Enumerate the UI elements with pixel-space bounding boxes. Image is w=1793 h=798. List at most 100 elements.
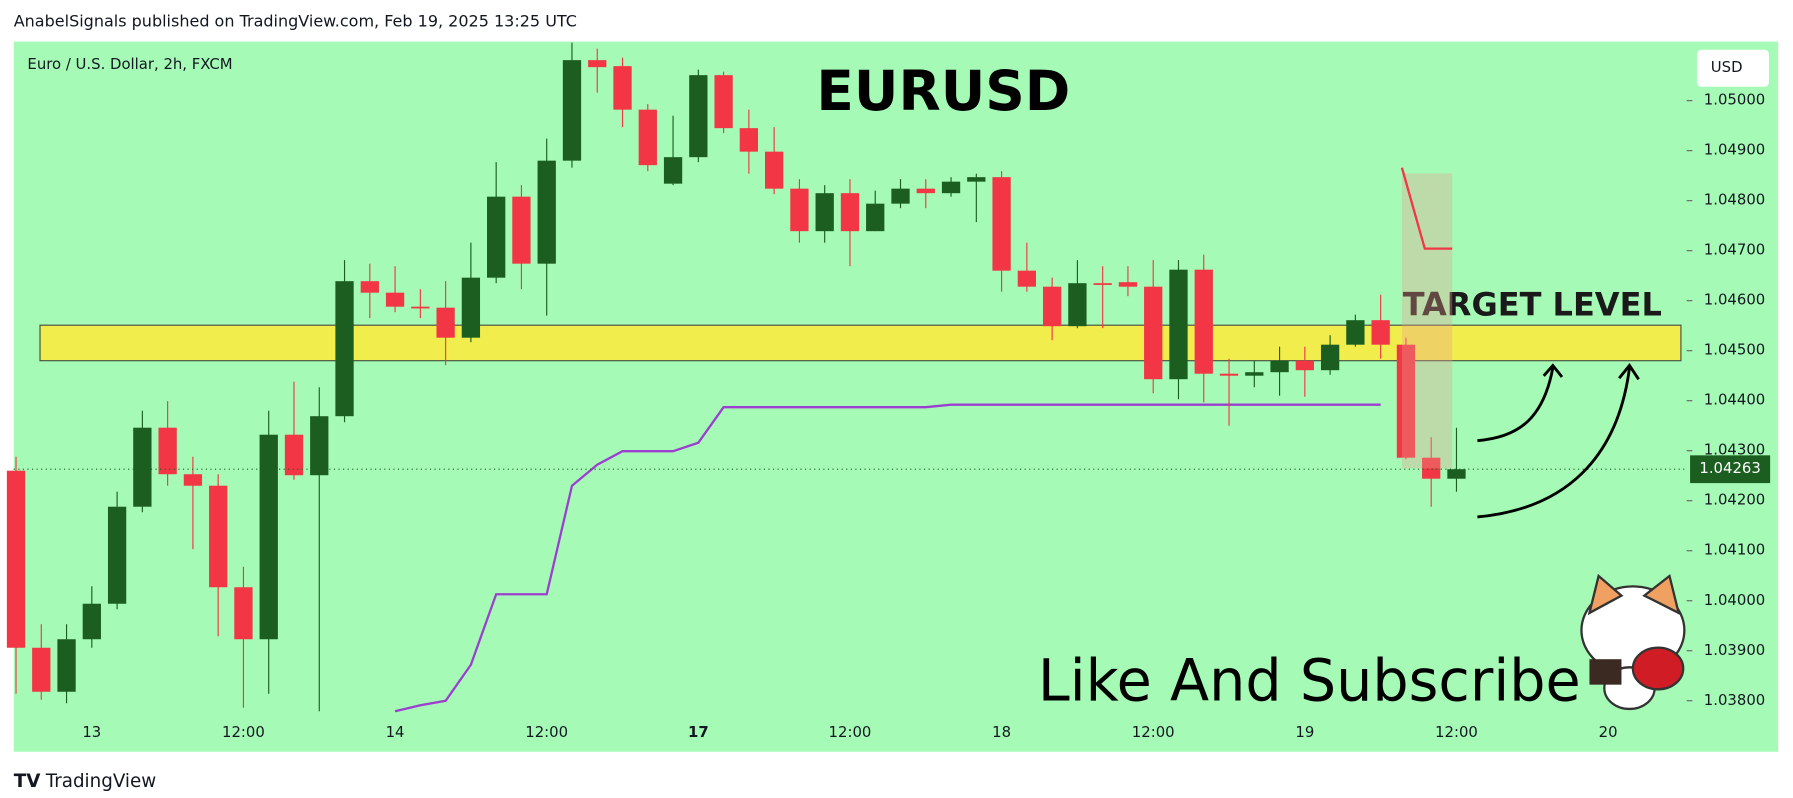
position-stop-line bbox=[1400, 167, 1453, 250]
chart-background bbox=[13, 41, 1779, 752]
target-label: TARGET LEVEL bbox=[1403, 286, 1662, 324]
candle-body bbox=[183, 474, 203, 486]
candle-body bbox=[815, 193, 834, 232]
y-tick-label: 1.04500 bbox=[1704, 341, 1765, 359]
candle-body bbox=[335, 281, 354, 417]
candle-body bbox=[1017, 270, 1037, 287]
candle-body bbox=[6, 470, 26, 648]
candle-body bbox=[107, 506, 127, 604]
candle-body bbox=[259, 434, 278, 640]
candle-body bbox=[916, 188, 935, 194]
last-price-label: 1.04263 bbox=[1699, 459, 1760, 477]
arrow-head bbox=[1542, 363, 1564, 378]
candle-body bbox=[32, 647, 51, 692]
y-tick-label: 1.04000 bbox=[1704, 591, 1765, 609]
x-tick-label: 18 bbox=[992, 723, 1011, 741]
candle-body bbox=[436, 307, 455, 338]
indicator-line bbox=[394, 403, 1381, 713]
candle-body bbox=[1422, 457, 1441, 479]
candle-body bbox=[1042, 286, 1062, 327]
candle-body bbox=[512, 196, 531, 264]
candle-body bbox=[613, 66, 632, 110]
currency-label: USD bbox=[1711, 58, 1743, 76]
candle-body bbox=[385, 292, 405, 307]
candle-body bbox=[1371, 320, 1390, 345]
candle-body bbox=[1144, 286, 1163, 380]
candle-body bbox=[1118, 282, 1138, 287]
candle-body bbox=[992, 177, 1011, 271]
x-tick-label: 12:00 bbox=[829, 723, 872, 741]
y-tick-label: 1.04200 bbox=[1704, 491, 1765, 509]
footer-logo: TV bbox=[14, 771, 41, 792]
candle-body bbox=[663, 157, 683, 184]
candle-body bbox=[1093, 283, 1112, 285]
x-tick-label: 20 bbox=[1599, 723, 1618, 741]
x-tick-label: 12:00 bbox=[1435, 723, 1478, 741]
x-tick-label: 19 bbox=[1295, 723, 1314, 741]
arrow bbox=[1477, 367, 1631, 519]
candle-body bbox=[562, 60, 582, 161]
x-tick-label: 12:00 bbox=[525, 723, 568, 741]
y-tick-label: 1.04100 bbox=[1704, 541, 1765, 559]
candle-body bbox=[1447, 469, 1466, 479]
candle-body bbox=[739, 128, 759, 152]
y-tick-label: 1.04700 bbox=[1704, 241, 1765, 259]
candle-body bbox=[891, 188, 910, 204]
y-tick-label: 1.04400 bbox=[1704, 391, 1765, 409]
candle-body bbox=[1219, 373, 1239, 376]
y-tick-label: 1.04900 bbox=[1704, 141, 1765, 159]
candle-body bbox=[1295, 360, 1314, 371]
y-tick-label: 1.05000 bbox=[1704, 91, 1765, 109]
chart-subtitle: Euro / U.S. Dollar, 2h, FXCM bbox=[27, 55, 232, 73]
arrow bbox=[1477, 367, 1555, 443]
candle-body bbox=[588, 60, 607, 68]
candle-body bbox=[537, 160, 556, 264]
candle-body bbox=[133, 427, 152, 507]
position-tool bbox=[1401, 173, 1453, 469]
candle-body bbox=[1245, 372, 1264, 376]
x-tick-label: 12:00 bbox=[222, 723, 265, 741]
candle-body bbox=[689, 75, 708, 158]
candle-body bbox=[461, 277, 481, 338]
y-tick-label: 1.04300 bbox=[1704, 441, 1765, 459]
candle-body bbox=[234, 587, 253, 640]
x-tick-label: 14 bbox=[386, 723, 405, 741]
candle-body bbox=[790, 188, 809, 232]
candle-body bbox=[764, 151, 784, 189]
candle-body bbox=[1194, 269, 1213, 374]
candle-body bbox=[1068, 283, 1087, 327]
candle-body bbox=[1270, 360, 1289, 373]
candle-body bbox=[411, 306, 430, 309]
candle-body bbox=[866, 203, 885, 232]
mascot bbox=[1580, 573, 1686, 711]
x-tick-label: 13 bbox=[82, 723, 101, 741]
currency-box bbox=[1696, 49, 1769, 87]
candle-body bbox=[1396, 344, 1416, 458]
y-tick-label: 1.04800 bbox=[1704, 191, 1765, 209]
candle-body bbox=[638, 109, 657, 166]
x-tick-label: 12:00 bbox=[1132, 723, 1175, 741]
candle-body bbox=[310, 416, 329, 476]
candle-body bbox=[487, 196, 506, 278]
y-tick-label: 1.03900 bbox=[1704, 641, 1765, 659]
candle-body bbox=[840, 193, 860, 232]
candle-body bbox=[284, 434, 304, 476]
candle-body bbox=[1320, 344, 1340, 371]
candle-body bbox=[360, 281, 379, 293]
candle-body bbox=[57, 639, 76, 692]
candle-body bbox=[941, 181, 961, 194]
annotation: Like And Subscribe bbox=[1038, 647, 1581, 714]
x-tick-label: 17 bbox=[688, 723, 709, 741]
candle-body bbox=[1346, 320, 1365, 345]
candle-body bbox=[1169, 269, 1188, 380]
candle-body bbox=[714, 75, 733, 129]
footer-brand: TradingView bbox=[45, 771, 156, 792]
header-text: AnabelSignals published on TradingView.c… bbox=[14, 11, 577, 30]
candle-body bbox=[209, 485, 228, 588]
arrow-head bbox=[1618, 363, 1640, 381]
candle-body bbox=[158, 427, 177, 475]
candle-body bbox=[967, 177, 986, 182]
last-price-box bbox=[1690, 455, 1771, 484]
